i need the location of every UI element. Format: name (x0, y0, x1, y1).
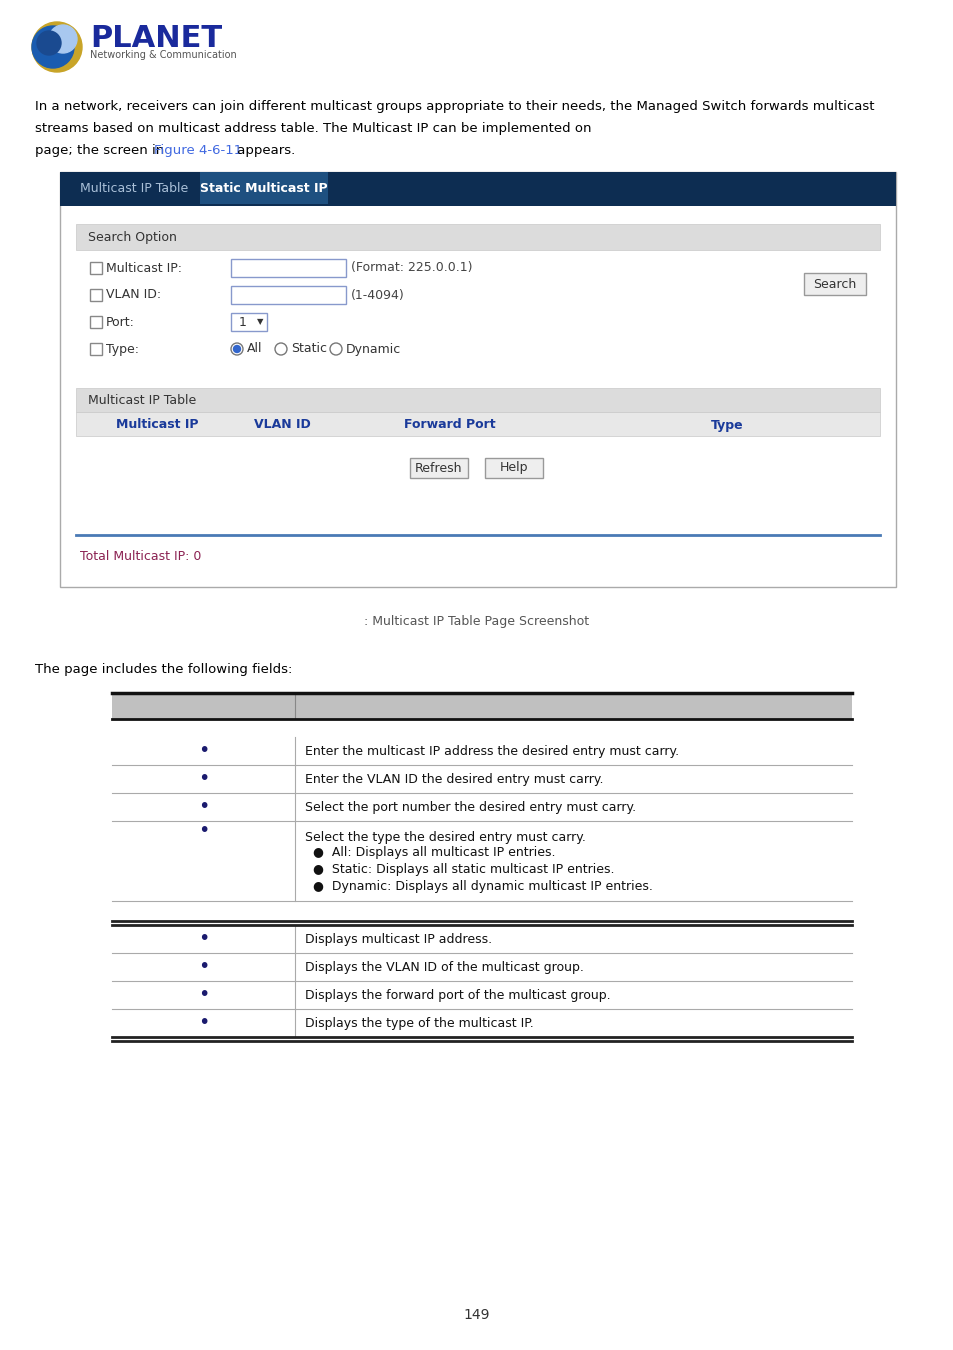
Text: Displays multicast IP address.: Displays multicast IP address. (305, 933, 492, 945)
Text: •: • (197, 769, 209, 788)
Text: Enter the VLAN ID the desired entry must carry.: Enter the VLAN ID the desired entry must… (305, 772, 603, 786)
Text: ●  Static: Displays all static multicast IP entries.: ● Static: Displays all static multicast … (313, 863, 614, 876)
Bar (231, 286, 346, 304)
Text: Multicast IP: Multicast IP (115, 418, 198, 432)
Text: Multicast IP Table: Multicast IP Table (80, 182, 188, 196)
Bar (76, 387, 879, 412)
Text: Search Option: Search Option (88, 231, 176, 244)
Text: VLAN ID: VLAN ID (253, 418, 310, 432)
Text: •: • (197, 741, 209, 760)
Circle shape (32, 26, 74, 68)
Text: ●  Dynamic: Displays all dynamic multicast IP entries.: ● Dynamic: Displays all dynamic multicas… (313, 880, 652, 892)
Text: Displays the forward port of the multicast group.: Displays the forward port of the multica… (305, 988, 610, 1002)
Circle shape (231, 343, 243, 355)
Text: The page includes the following fields:: The page includes the following fields: (35, 663, 292, 676)
Text: ▼: ▼ (256, 317, 263, 327)
Bar (90, 289, 102, 301)
Bar (112, 693, 851, 720)
Text: 1: 1 (239, 316, 247, 328)
Bar (76, 224, 879, 250)
Text: Total Multicast IP: 0: Total Multicast IP: 0 (80, 551, 201, 563)
Text: Multicast IP Table: Multicast IP Table (88, 394, 196, 408)
Circle shape (49, 26, 77, 53)
Text: PLANET: PLANET (90, 24, 222, 53)
Circle shape (330, 343, 341, 355)
Bar (231, 259, 346, 277)
Bar (76, 412, 879, 436)
Text: All: All (247, 343, 262, 355)
Circle shape (32, 22, 82, 72)
Text: Forward Port: Forward Port (404, 418, 496, 432)
Text: Displays the type of the multicast IP.: Displays the type of the multicast IP. (305, 1017, 533, 1030)
Text: •: • (197, 822, 209, 841)
Text: (Format: 225.0.0.1): (Format: 225.0.0.1) (351, 262, 472, 274)
Text: VLAN ID:: VLAN ID: (106, 289, 161, 301)
Text: Multicast IP:: Multicast IP: (106, 262, 182, 274)
Text: appears.: appears. (233, 144, 294, 157)
Text: Displays the VLAN ID of the multicast group.: Displays the VLAN ID of the multicast gr… (305, 960, 583, 973)
Text: Static: Static (291, 343, 327, 355)
Text: In a network, receivers can join different multicast groups appropriate to their: In a network, receivers can join differe… (35, 100, 874, 113)
Circle shape (233, 346, 240, 352)
Bar (90, 316, 102, 328)
Text: page; the screen in: page; the screen in (35, 144, 169, 157)
Text: Figure 4-6-11: Figure 4-6-11 (153, 144, 242, 157)
Bar (90, 343, 102, 355)
Text: Dynamic: Dynamic (346, 343, 401, 355)
Text: (1-4094): (1-4094) (351, 289, 404, 301)
Bar (484, 458, 542, 478)
Text: Enter the multicast IP address the desired entry must carry.: Enter the multicast IP address the desir… (305, 744, 679, 757)
Text: •: • (197, 986, 209, 1004)
Text: streams based on multicast address table. The Multicast IP can be implemented on: streams based on multicast address table… (35, 122, 591, 135)
Text: 149: 149 (463, 1308, 490, 1322)
Text: Search: Search (813, 278, 856, 290)
Text: •: • (197, 1014, 209, 1033)
Bar (60, 171, 895, 587)
Bar (60, 171, 895, 207)
Text: •: • (197, 957, 209, 976)
Bar (231, 313, 267, 331)
Circle shape (37, 31, 61, 55)
Text: •: • (197, 930, 209, 949)
Bar (200, 171, 328, 204)
Text: Refresh: Refresh (415, 462, 462, 474)
Text: Select the port number the desired entry must carry.: Select the port number the desired entry… (305, 801, 636, 814)
Text: •: • (197, 798, 209, 817)
Text: Help: Help (499, 462, 528, 474)
Text: ●  All: Displays all multicast IP entries.: ● All: Displays all multicast IP entries… (313, 846, 555, 859)
Text: Port:: Port: (106, 316, 134, 328)
Bar (90, 262, 102, 274)
Bar (410, 458, 468, 478)
Circle shape (274, 343, 287, 355)
Text: Type: Type (710, 418, 742, 432)
Bar (803, 273, 865, 296)
Text: Select the type the desired entry must carry.: Select the type the desired entry must c… (305, 832, 585, 844)
Text: : Multicast IP Table Page Screenshot: : Multicast IP Table Page Screenshot (364, 616, 589, 628)
Text: Type:: Type: (106, 343, 139, 355)
Text: Static Multicast IP: Static Multicast IP (200, 182, 328, 196)
Text: Networking & Communication: Networking & Communication (90, 50, 236, 59)
